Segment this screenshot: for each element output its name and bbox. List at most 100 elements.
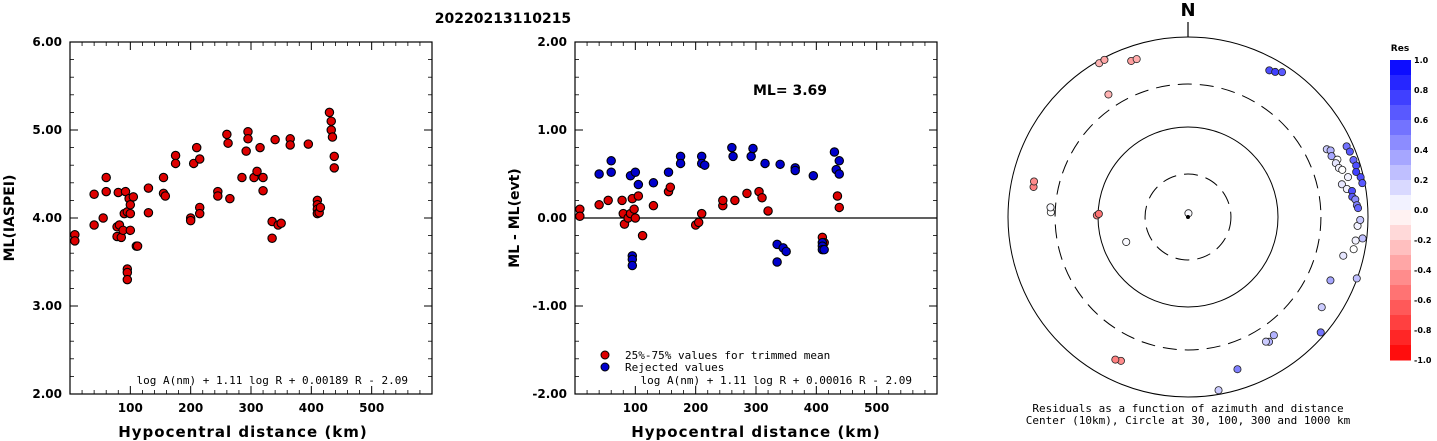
data-point (329, 151, 340, 162)
station-point (1214, 386, 1223, 395)
data-point (237, 172, 247, 183)
colorbar-cell (1390, 225, 1411, 241)
data-point (255, 142, 265, 153)
ring-300km (1054, 83, 1322, 351)
station-point (1351, 236, 1360, 245)
station-point (1352, 167, 1361, 176)
data-point (832, 191, 843, 201)
legend-marker-rejected (600, 362, 610, 372)
y-tick-label: 3.00 (32, 299, 62, 313)
x-tick-label: 200 (178, 401, 203, 415)
data-point (675, 158, 686, 169)
data-point (122, 274, 133, 285)
colorbar-tick-label: -0.8 (1414, 326, 1432, 335)
data-point (633, 191, 644, 201)
colorbar-cell (1390, 60, 1411, 76)
data-point (575, 211, 585, 221)
x-ticks-1: 100 200 300 400 500 (81, 42, 421, 415)
data-point (132, 241, 143, 251)
data-point (101, 172, 111, 183)
station-point (1354, 204, 1363, 213)
formula-1: log A(nm) + 1.11 log R + 0.00189 R - 2.0… (136, 374, 408, 387)
data-point (594, 200, 604, 210)
x-tick-label: 300 (743, 401, 768, 415)
data-point (594, 169, 604, 179)
data-point (170, 150, 181, 161)
colorbar-cell (1390, 330, 1411, 346)
colorbar-tick-label: -1.0 (1414, 356, 1432, 365)
colorbar-cell (1390, 300, 1411, 316)
epicenter-marker (1186, 215, 1190, 219)
data-point (125, 208, 136, 219)
colorbar-cell (1390, 150, 1411, 166)
data-point (629, 204, 639, 214)
x-tick-label: 100 (118, 401, 143, 415)
x-axis-label-1: Hypocentral distance (km) (118, 423, 368, 441)
data-point (303, 139, 314, 149)
data-point (125, 225, 136, 236)
data-points-2 (575, 142, 845, 271)
colorbar-tick-label: 0.6 (1414, 116, 1429, 125)
polar-caption-line2: Center (10km), Circle at 30, 100, 300 an… (1026, 414, 1351, 427)
colorbar-cell (1390, 270, 1411, 286)
x-axis-label-2: Hypocentral distance (km) (631, 423, 881, 441)
data-point (819, 244, 829, 255)
colorbar-title: Res (1391, 44, 1409, 54)
colorbar-cell (1390, 345, 1411, 361)
colorbar-cell (1390, 255, 1411, 271)
station-point (1094, 209, 1103, 218)
data-point (834, 169, 845, 179)
colorbar-cell (1390, 210, 1411, 226)
data-point (243, 134, 253, 144)
data-point (324, 107, 335, 118)
y-tick-label: 1.00 (537, 123, 567, 137)
colorbar-tick-label: 0.8 (1414, 86, 1429, 95)
data-point (633, 179, 644, 190)
station-point (1327, 152, 1336, 161)
station-point (1356, 216, 1365, 225)
y-tick-label: -2.00 (532, 387, 567, 401)
data-point (606, 167, 616, 177)
residual-vs-distance-plot: -2.00 -1.00 0.00 1.00 2.00 100 200 300 400 500 M… (507, 35, 938, 441)
data-point (728, 151, 738, 162)
legend-label-rejected: Rejected values (625, 361, 724, 374)
data-point (101, 186, 111, 197)
station-point (1132, 55, 1141, 64)
colorbar-cell (1390, 135, 1411, 151)
data-point (143, 207, 154, 218)
y-tick-label: 5.00 (32, 123, 62, 137)
data-point (315, 202, 326, 213)
data-point (270, 134, 280, 145)
data-point (326, 116, 336, 126)
station-point (1338, 165, 1347, 174)
data-point (327, 132, 338, 142)
data-point (223, 138, 233, 148)
polar-residual-plot: N Residuals as a function of azimuth and… (1007, 0, 1369, 427)
data-point (258, 185, 268, 196)
colorbar-cell (1390, 315, 1411, 331)
data-point (70, 236, 80, 246)
data-point (191, 142, 202, 153)
data-point (276, 218, 286, 229)
data-point (727, 142, 737, 153)
formula-2: log A(nm) + 1.11 log R + 0.00016 R - 2.0… (640, 374, 912, 387)
data-point (603, 195, 613, 206)
data-point (160, 191, 171, 201)
station-point (1278, 68, 1287, 77)
station-point (1316, 328, 1325, 337)
x-tick-label: 500 (359, 401, 384, 415)
ring-1000km (1007, 36, 1369, 398)
colorbar-cell (1390, 285, 1411, 301)
station-point (1326, 276, 1335, 285)
colorbar-cell (1390, 90, 1411, 106)
colorbar-cell (1390, 165, 1411, 181)
station-point (1104, 90, 1113, 99)
data-point (696, 208, 707, 219)
data-point (718, 195, 728, 206)
data-point (98, 213, 108, 223)
magnitude-vs-distance-plot: 2.00 3.00 4.00 5.00 6.00 100 200 300 400 500 log… (2, 35, 433, 441)
station-point (1111, 355, 1120, 364)
distance-rings (1007, 36, 1369, 398)
data-point (834, 202, 845, 213)
data-point (170, 158, 181, 169)
